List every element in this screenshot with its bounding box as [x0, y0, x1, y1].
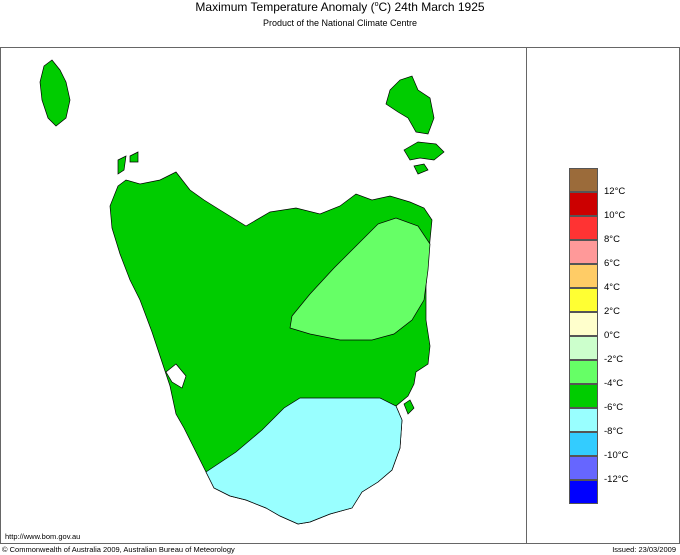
legend-label: 6°C — [604, 258, 620, 269]
legend-label: 4°C — [604, 282, 620, 293]
map-title: Maximum Temperature Anomaly (oC) 24th Ma… — [195, 0, 485, 14]
robbins-island — [129, 151, 139, 163]
legend-label: 0°C — [604, 330, 620, 341]
legend-label: 2°C — [604, 306, 620, 317]
legend-swatch — [569, 408, 598, 432]
legend-swatch — [569, 456, 598, 480]
cape-barren-island — [403, 141, 445, 161]
legend-swatch — [569, 216, 598, 240]
map-subtitle: Product of the National Climate Centre — [262, 18, 418, 28]
anomaly-region-minus-2-to-minus-4 — [289, 217, 431, 341]
legend-swatch — [569, 336, 598, 360]
legend-label: -8°C — [604, 426, 624, 437]
legend-swatch — [569, 432, 598, 456]
legend-swatch — [569, 192, 598, 216]
legend-divider — [526, 47, 527, 543]
legend-swatch — [569, 168, 598, 192]
legend-swatch — [569, 384, 598, 408]
issued-date: Issued: 23/03/2009 — [612, 545, 676, 554]
legend-swatch — [569, 240, 598, 264]
legend-swatch — [569, 264, 598, 288]
legend-label: -4°C — [604, 378, 624, 389]
copyright-text: © Commonwealth of Australia 2009, Austra… — [2, 545, 235, 554]
legend-label: 10°C — [604, 210, 626, 221]
legend-label: 8°C — [604, 234, 620, 245]
legend-label: -10°C — [604, 450, 629, 461]
legend-label: -2°C — [604, 354, 624, 365]
legend-swatch — [569, 288, 598, 312]
legend-swatch — [569, 480, 598, 504]
legend-swatch — [569, 312, 598, 336]
legend-label: -12°C — [604, 474, 629, 485]
legend-swatch — [569, 360, 598, 384]
maria-island — [403, 399, 415, 415]
king-island — [39, 59, 71, 127]
flinders-island — [385, 75, 435, 135]
bom-url[interactable]: http://www.bom.gov.au — [5, 532, 81, 541]
macquarie-harbour — [165, 363, 187, 389]
legend-label: 12°C — [604, 186, 626, 197]
hunter-island — [117, 155, 127, 175]
small-island — [413, 163, 429, 175]
anomaly-region-minus-6-to-minus-8 — [205, 397, 403, 525]
legend-label: -6°C — [604, 402, 624, 413]
